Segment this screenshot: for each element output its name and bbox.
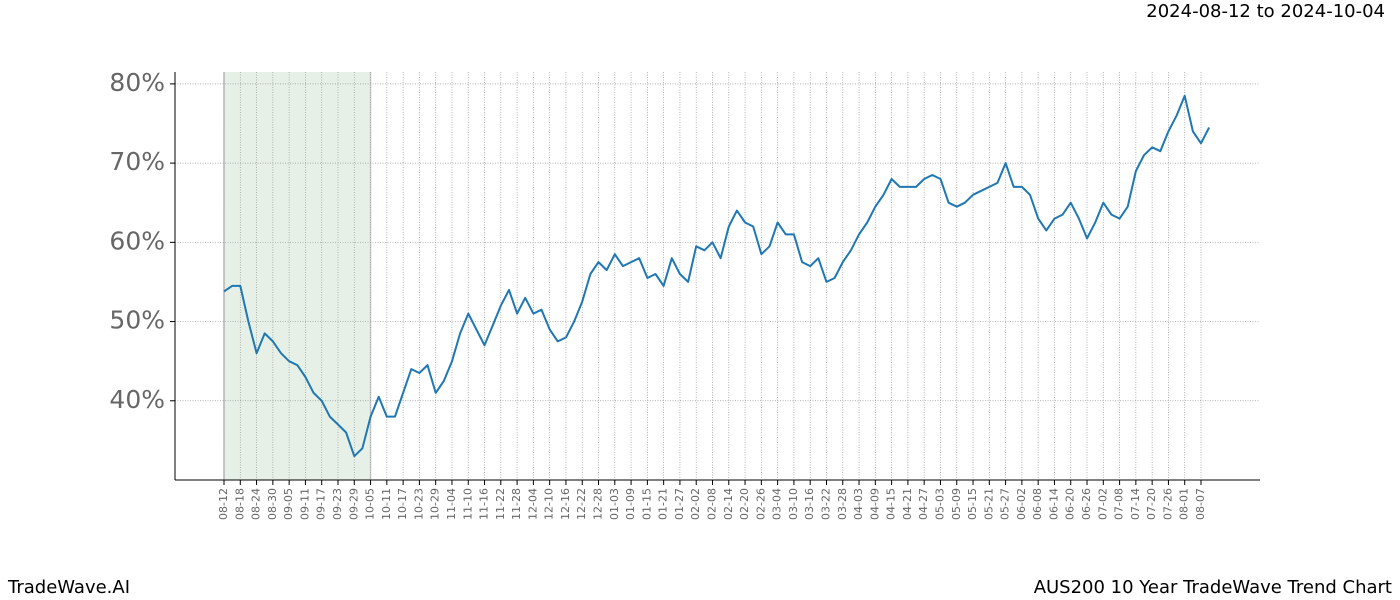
x-tick-label: 08-01	[1178, 488, 1191, 520]
x-tick-label: 01-27	[673, 488, 686, 520]
x-tick-label: 09-29	[347, 488, 360, 520]
x-tick-label: 03-16	[803, 488, 816, 520]
x-tick-label: 12-16	[559, 488, 572, 520]
x-tick-label: 02-14	[722, 488, 735, 520]
x-tick-label: 07-14	[1129, 488, 1142, 520]
x-tick-label: 11-28	[510, 488, 523, 520]
x-tick-label: 09-23	[331, 488, 344, 520]
x-tick-label: 10-11	[380, 488, 393, 520]
x-tick-label: 08-07	[1194, 488, 1207, 520]
x-tick-label: 10-05	[364, 488, 377, 520]
chart-caption: AUS200 10 Year TradeWave Trend Chart	[1034, 577, 1392, 598]
x-tick-label: 02-08	[706, 488, 719, 520]
x-tick-label: 12-22	[575, 488, 588, 520]
brand: TradeWave.AI	[7, 577, 130, 598]
x-tick-label: 06-26	[1080, 488, 1093, 520]
trend-line	[223, 94, 1210, 458]
x-tick-label: 06-20	[1064, 488, 1077, 520]
x-tick-label: 12-10	[543, 488, 556, 520]
x-tick-label: 03-28	[836, 488, 849, 520]
x-tick-label: 10-17	[396, 488, 409, 520]
x-tick-label: 11-22	[494, 488, 507, 520]
x-tick-label: 11-16	[478, 488, 491, 520]
highlight-band	[224, 72, 371, 480]
date-range: 2024-08-12 to 2024-10-04	[1146, 1, 1385, 22]
x-tick-label: 11-10	[461, 488, 474, 520]
x-tick-label: 01-15	[640, 488, 653, 520]
x-tick-label: 05-03	[933, 488, 946, 520]
x-tick-label: 09-05	[282, 488, 295, 520]
x-tick-label: 11-04	[445, 488, 458, 520]
x-tick-label: 03-04	[771, 488, 784, 520]
x-tick-label: 07-02	[1096, 488, 1109, 520]
x-tick-label: 01-21	[657, 488, 670, 520]
x-tick-label: 01-09	[624, 488, 637, 520]
x-tick-label: 10-29	[429, 488, 442, 520]
x-tick-label: 06-14	[1047, 488, 1060, 520]
x-tick-label: 04-15	[885, 488, 898, 520]
x-tick-label: 10-23	[412, 488, 425, 520]
x-tick-label: 06-08	[1031, 488, 1044, 520]
y-tick-label: 40%	[109, 385, 165, 414]
x-tick-label: 09-17	[315, 488, 328, 520]
x-tick-label: 08-12	[217, 488, 230, 520]
x-tick-label: 07-20	[1145, 488, 1158, 520]
x-tick-label: 05-15	[966, 488, 979, 520]
y-tick-label: 60%	[109, 226, 165, 255]
x-tick-label: 07-26	[1161, 488, 1174, 520]
x-tick-label: 02-02	[689, 488, 702, 520]
x-tick-label: 01-03	[608, 488, 621, 520]
x-tick-label: 03-10	[787, 488, 800, 520]
x-tick-label: 03-22	[819, 488, 832, 520]
x-tick-label: 04-09	[868, 488, 881, 520]
x-tick-label: 05-27	[999, 488, 1012, 520]
x-tick-label: 08-24	[250, 488, 263, 520]
x-tick-label: 12-28	[592, 488, 605, 520]
x-tick-label: 02-20	[738, 488, 751, 520]
x-tick-label: 08-18	[233, 488, 246, 520]
x-tick-label: 05-21	[982, 488, 995, 520]
x-tick-label: 12-04	[526, 488, 539, 520]
x-tick-label: 05-09	[950, 488, 963, 520]
x-tick-label: 04-21	[901, 488, 914, 520]
x-tick-label: 08-30	[266, 488, 279, 520]
x-tick-label: 09-11	[298, 488, 311, 520]
y-tick-label: 70%	[109, 147, 165, 176]
y-tick-label: 50%	[109, 306, 165, 335]
x-tick-label: 02-26	[754, 488, 767, 520]
plot-area: 40% 50% 60% 70% 80% 08-12 08-18 08-24 08-30 09-05…	[109, 68, 1260, 520]
x-tick-label: 04-03	[852, 488, 865, 520]
x-tick-label: 07-08	[1113, 488, 1126, 520]
y-tick-label: 80%	[109, 68, 165, 97]
x-tick-label: 06-02	[1015, 488, 1028, 520]
x-tick-label: 04-27	[917, 488, 930, 520]
